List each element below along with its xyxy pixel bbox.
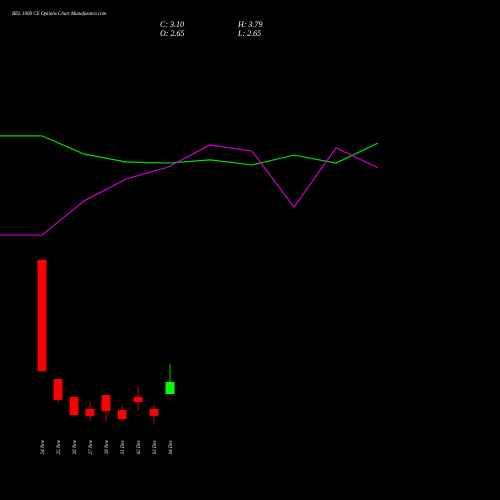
candle-body xyxy=(37,259,47,372)
x-tick-label: 27 Nov xyxy=(89,439,94,454)
candle-body xyxy=(149,408,159,416)
open-info: O: 2.65 xyxy=(160,29,184,38)
x-tick-label: 24 Nov xyxy=(41,439,46,454)
x-tick-label: 28 Nov xyxy=(105,439,110,454)
candle-body xyxy=(101,395,111,412)
close-info: C: 3.10 xyxy=(160,20,184,29)
low-info: L: 2.65 xyxy=(237,29,261,38)
line-series xyxy=(41,144,379,236)
x-tick-label: 04 Dec xyxy=(169,439,174,454)
x-tick-label: 03 Dec xyxy=(153,439,158,454)
x-tick-label: 25 Nov xyxy=(57,439,62,454)
chart-title: BEL 1000 CE Options Chart Munafasutra.co… xyxy=(12,12,107,17)
x-tick-label: 01 Dec xyxy=(121,439,126,454)
x-tick-label: 26 Nov xyxy=(73,439,78,454)
line-series xyxy=(41,135,379,166)
high-info: H: 3.79 xyxy=(237,20,262,29)
candle-body xyxy=(69,396,79,416)
candle-body xyxy=(117,410,127,420)
candle-body xyxy=(85,408,95,416)
candle-body xyxy=(53,379,63,400)
candle-body xyxy=(165,382,175,394)
x-tick-label: 02 Dec xyxy=(137,439,142,454)
candle-body xyxy=(133,396,143,402)
